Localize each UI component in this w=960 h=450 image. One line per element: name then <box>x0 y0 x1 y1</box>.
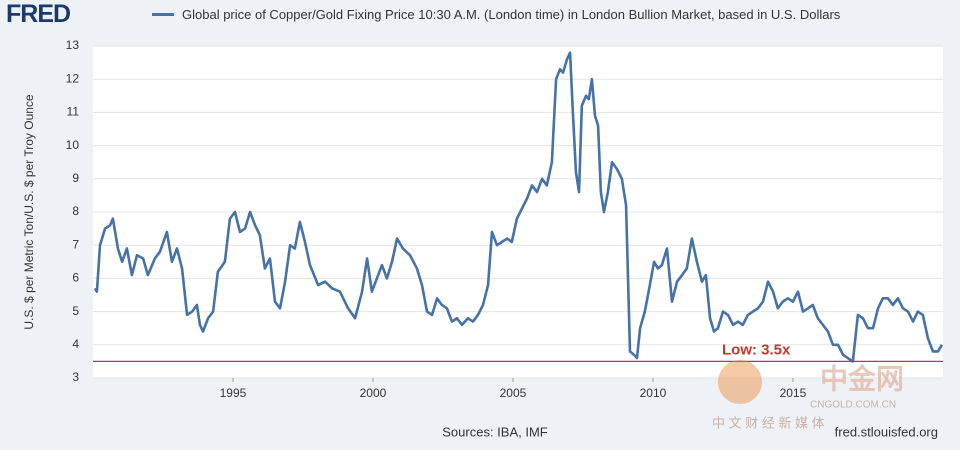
x-tick-label: 2000 <box>360 386 387 400</box>
x-tick-label: 2010 <box>640 386 667 400</box>
logo: FRED <box>6 0 71 28</box>
y-tick-label: 9 <box>72 171 79 185</box>
watermark-brand: 中金网 <box>820 362 904 394</box>
marks <box>93 51 943 363</box>
watermark-tagline: 中 文 财 经 新 媒 体 <box>712 415 825 430</box>
y-tick-label: 13 <box>66 38 80 52</box>
reference-label: Low: 3.5x <box>722 341 791 358</box>
x-tick-label: 1995 <box>220 386 247 400</box>
x-tick-label: 2005 <box>500 386 527 400</box>
legend: Global price of Copper/Gold Fixing Price… <box>152 6 872 23</box>
y-tick-label: 11 <box>67 105 80 119</box>
grid <box>93 45 943 382</box>
y-tick-label: 4 <box>72 337 79 351</box>
legend-label: Global price of Copper/Gold Fixing Price… <box>182 7 841 22</box>
y-tick-label: 6 <box>72 271 79 285</box>
site: fred.stlouisfed.org <box>835 424 938 439</box>
watermark-domain: CNGOLD.COM.CN <box>810 400 896 411</box>
y-tick-label: 8 <box>72 204 79 218</box>
y-axis-label: U.S. $ per Metric Ton/U.S. $ per Troy Ou… <box>22 94 36 330</box>
watermark-icon <box>718 360 762 404</box>
y-tick-label: 3 <box>72 370 79 384</box>
y-tick-label: 5 <box>72 304 79 318</box>
y-tick-label: 7 <box>72 237 79 251</box>
x-tick-label: 2015 <box>780 386 807 400</box>
series-line <box>93 51 943 363</box>
legend-swatch <box>152 13 174 16</box>
y-tick-label: 10 <box>66 138 80 152</box>
y-tick-label: 12 <box>66 71 80 85</box>
source: Sources: IBA, IMF <box>442 424 548 439</box>
